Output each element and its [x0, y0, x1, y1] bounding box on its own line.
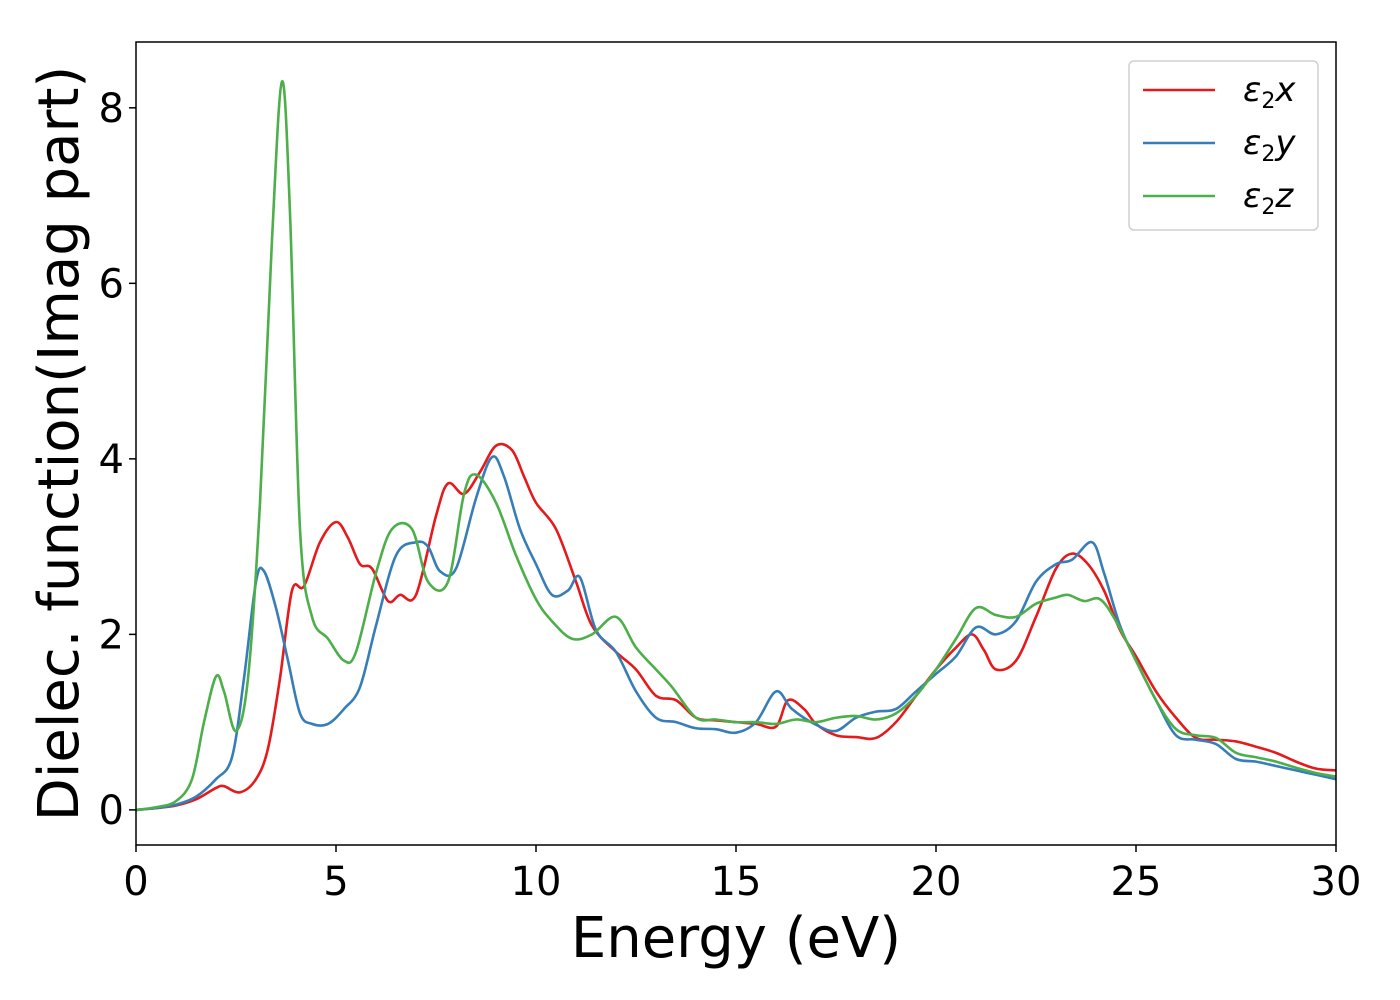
y-tick-label: 2	[99, 612, 124, 658]
series-line-eps2z	[136, 80, 1336, 812]
x-tick-label: 5	[323, 859, 348, 905]
legend-label: ε2z	[1243, 176, 1294, 220]
legend: ε2x ε2y ε2z	[1128, 60, 1319, 231]
x-tick-label: 30	[1311, 859, 1362, 905]
legend-item-eps2y: ε2y	[1143, 123, 1296, 167]
y-tick-label: 6	[99, 261, 124, 307]
legend-item-eps2z: ε2z	[1143, 176, 1294, 220]
x-tick-label: 15	[711, 859, 762, 905]
x-axis-label: Energy (eV)	[571, 906, 901, 971]
x-tick-label: 25	[1111, 859, 1162, 905]
y-tick-label: 8	[99, 86, 124, 132]
legend-item-eps2x: ε2x	[1143, 70, 1296, 114]
legend-label: ε2x	[1243, 70, 1296, 114]
series-line-eps2y	[136, 455, 1336, 812]
series-layer	[136, 80, 1336, 812]
ticks-layer: 0 5 10 15 20 25 30 0 2 4 6 8	[99, 86, 1362, 905]
y-tick-label: 0	[99, 788, 124, 834]
x-tick-label: 20	[911, 859, 962, 905]
x-tick-label: 0	[123, 859, 148, 905]
y-tick-label: 4	[99, 437, 124, 483]
x-tick-label: 10	[511, 859, 562, 905]
legend-label: ε2y	[1243, 123, 1296, 167]
y-axis-label: Dielec. function(Imag part)	[27, 66, 92, 822]
legend-box	[1128, 60, 1319, 231]
